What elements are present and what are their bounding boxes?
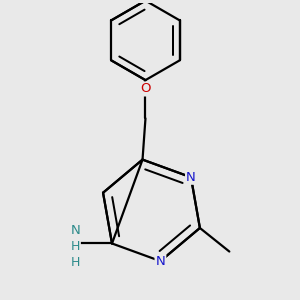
Text: N: N: [155, 255, 165, 268]
Text: O: O: [140, 82, 151, 95]
Text: H: H: [70, 240, 80, 253]
Text: N: N: [186, 171, 196, 184]
Text: N: N: [70, 224, 80, 237]
Text: H: H: [70, 256, 80, 269]
